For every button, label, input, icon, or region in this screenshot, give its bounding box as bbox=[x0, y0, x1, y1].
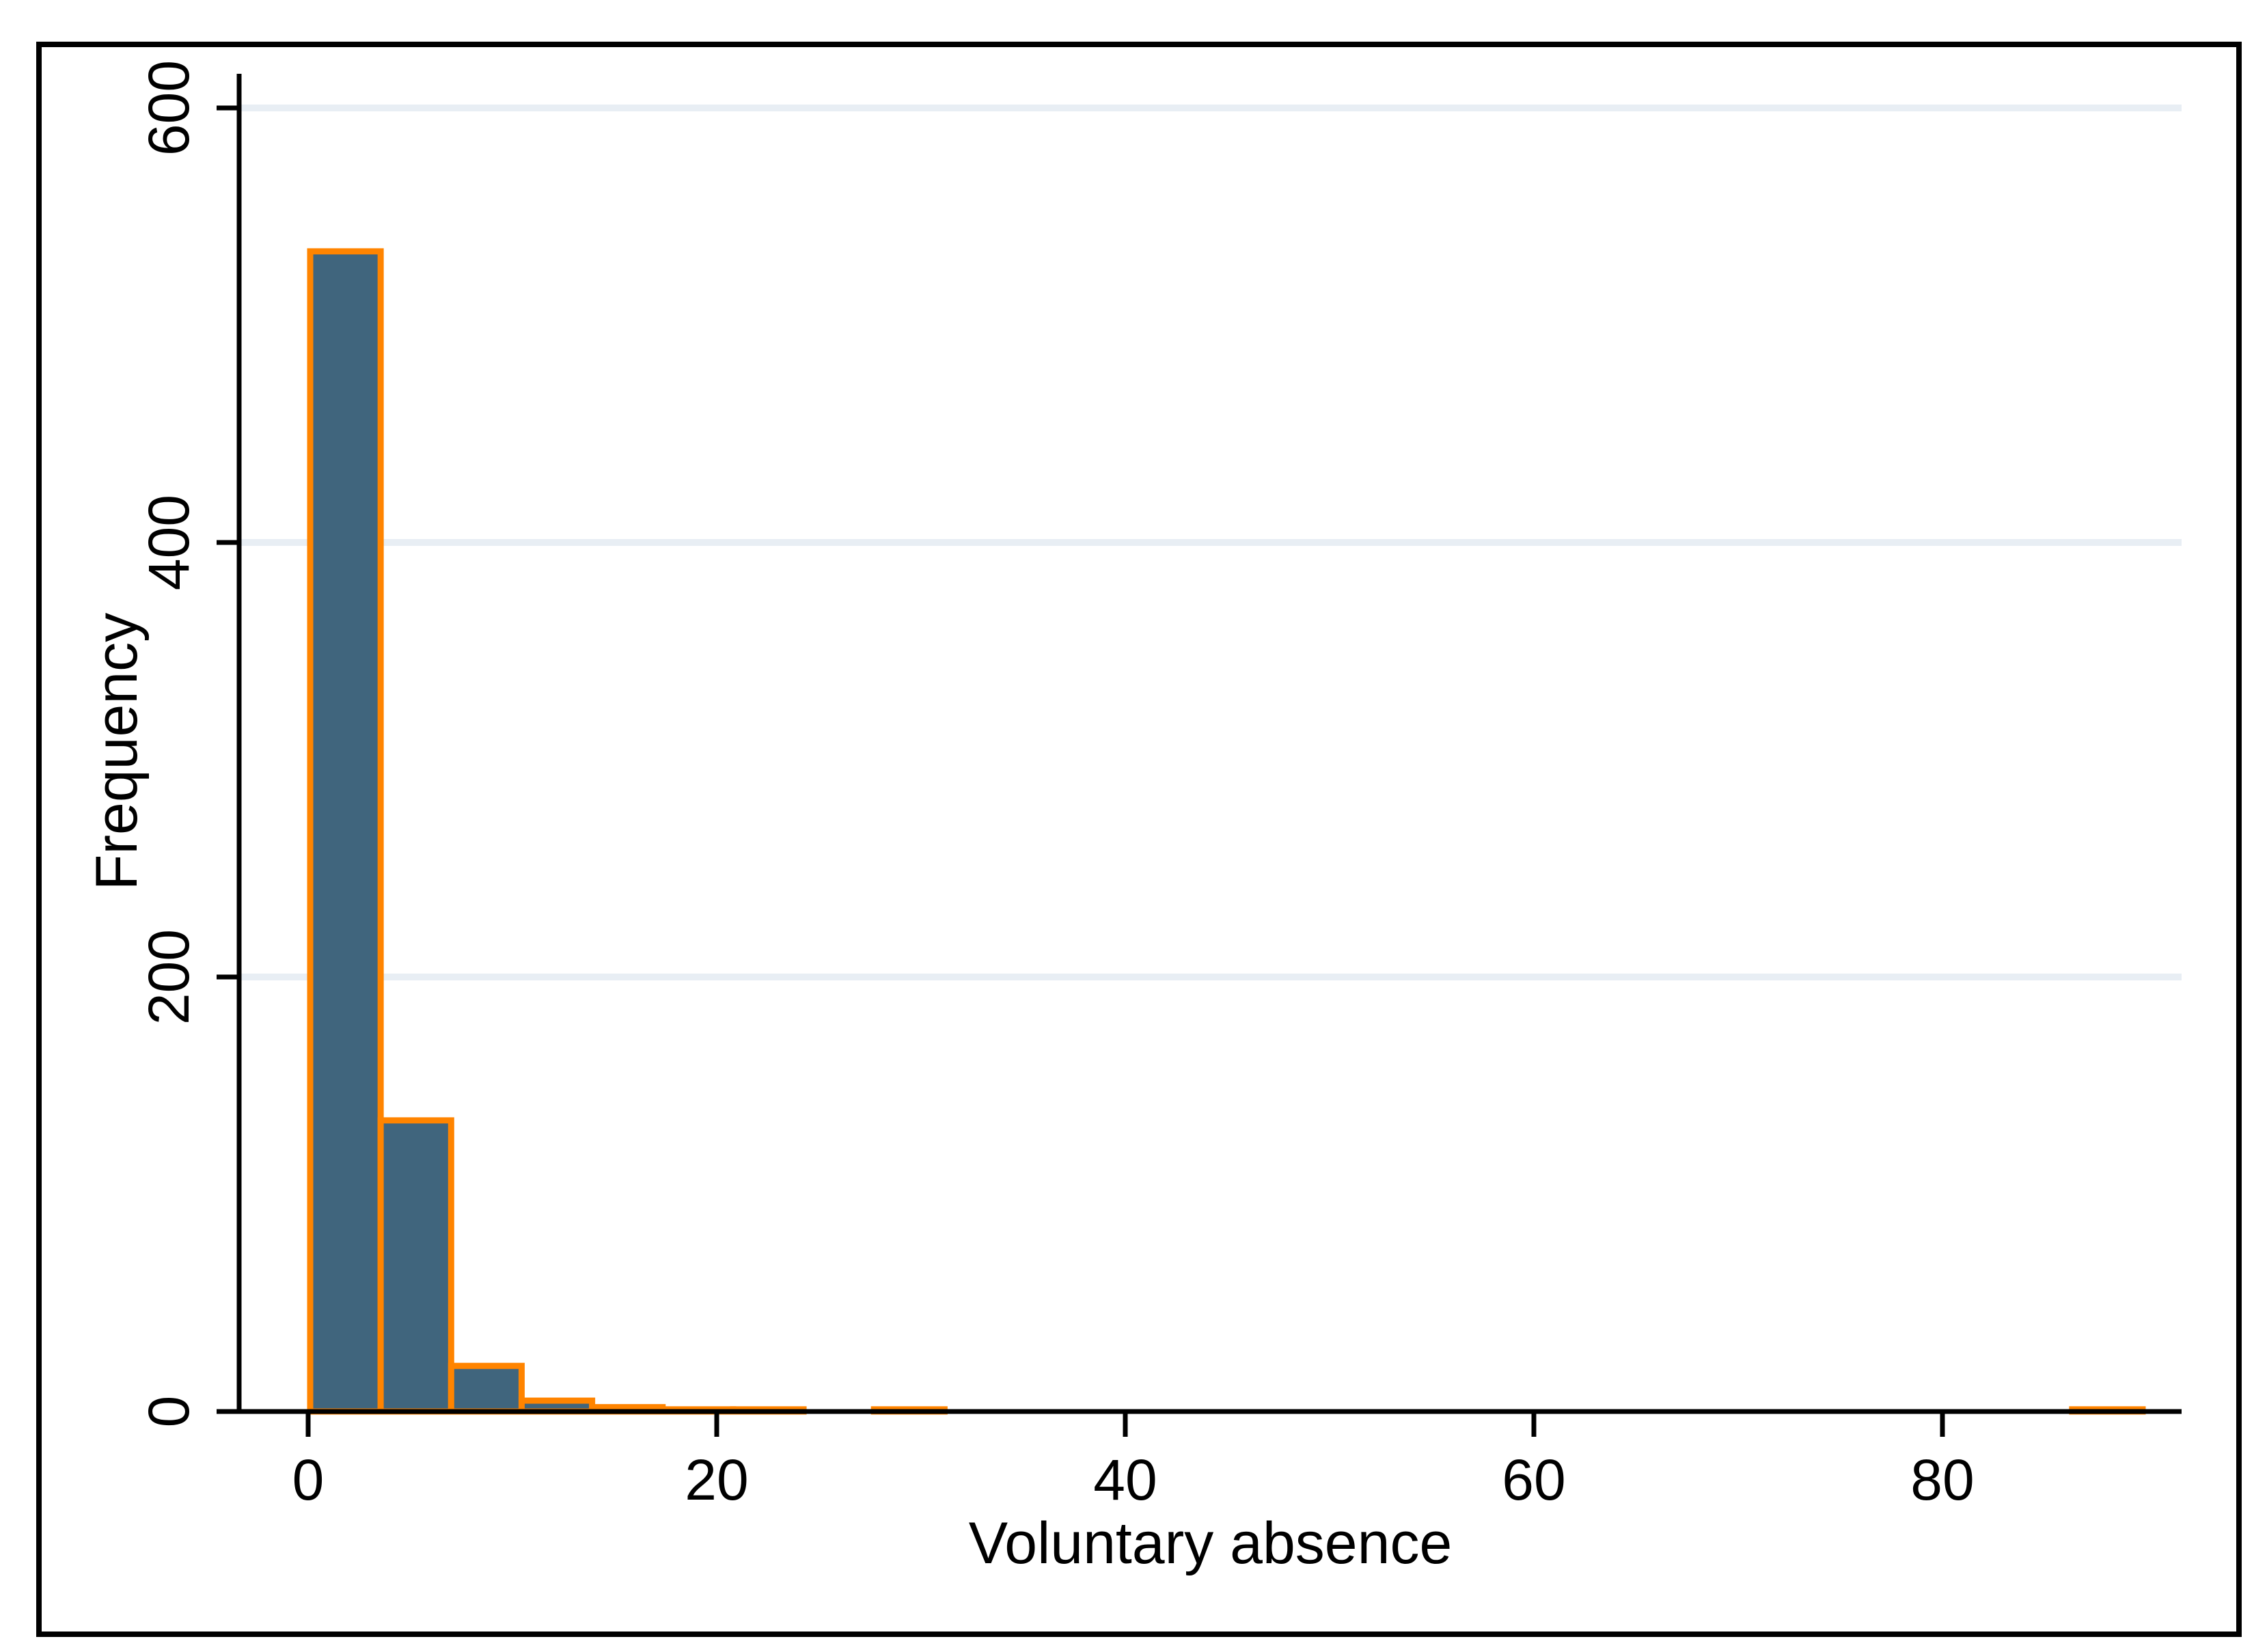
histogram-bar-2 bbox=[448, 1362, 525, 1415]
x-tick-label-20: 20 bbox=[685, 1448, 748, 1512]
x-tick-label-80: 80 bbox=[1910, 1448, 1974, 1512]
x-axis-title: Voluntary absence bbox=[969, 1511, 1453, 1576]
y-axis-title: Frequency bbox=[84, 613, 150, 890]
figure-border bbox=[36, 42, 2242, 1637]
histogram-bar-1 bbox=[377, 1117, 454, 1415]
y-tick-label-600: 600 bbox=[137, 60, 201, 156]
x-tick-label-0: 0 bbox=[292, 1448, 325, 1512]
y-tick-label-200: 200 bbox=[137, 929, 201, 1025]
histogram-bar-0 bbox=[307, 248, 384, 1415]
x-tick-label-60: 60 bbox=[1502, 1448, 1565, 1512]
y-tick-label-0: 0 bbox=[137, 1396, 201, 1428]
y-tick-label-400: 400 bbox=[137, 495, 201, 590]
x-tick-label-40: 40 bbox=[1093, 1448, 1157, 1512]
